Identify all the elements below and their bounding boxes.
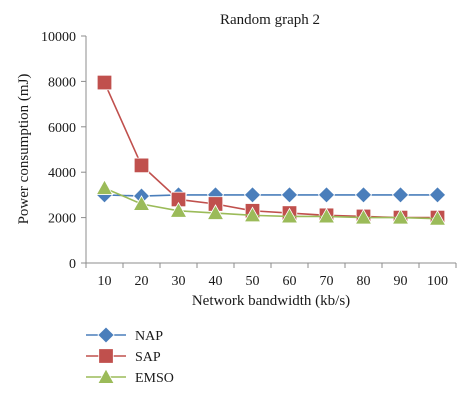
data-point-emso [169,201,188,218]
x-tick-label: 10 [98,274,112,289]
y-tick-label: 4000 [48,166,76,181]
series-line-sap [103,82,438,219]
legend-item-sap: SAP [86,348,161,365]
x-tick-group: 10 20 30 40 50 60 70 80 90 100 [85,263,457,289]
series-sap [96,74,446,226]
x-axis-title: Network bandwidth (kb/s) [192,293,350,309]
data-point-sap [133,157,150,174]
data-point-nap [317,186,336,204]
data-point-emso [243,206,262,223]
data-point-emso [428,209,447,226]
y-axis-title: Power consumption (mJ) [16,74,32,225]
data-point-emso [132,195,151,211]
legend-marker-emso [97,368,115,384]
data-point-emso [391,208,410,225]
data-point-emso [354,208,373,225]
series-emso [95,179,447,226]
data-point-nap [354,186,373,204]
legend-item-emso: EMSO [86,368,174,386]
legend-label-emso: EMSO [135,371,174,386]
legend-marker-sap [98,348,114,364]
x-tick-label: 20 [135,274,149,289]
legend-label-nap: NAP [135,329,163,344]
x-tick-label: 90 [394,274,408,289]
y-tick-label: 6000 [48,121,76,136]
series-layer [95,74,447,226]
data-point-nap [428,186,447,204]
x-tick-label: 50 [246,274,260,289]
series-line-nap [104,194,438,197]
legend-label-sap: SAP [135,350,161,365]
y-tick-label: 2000 [48,212,76,227]
series-nap [95,186,447,205]
y-tick-group: 0 2000 4000 6000 8000 10000 [41,30,86,272]
data-point-nap [391,186,410,204]
x-tick-label: 70 [320,274,334,289]
data-point-emso [280,207,299,224]
x-tick-label: 60 [283,274,297,289]
data-point-nap [280,186,299,204]
legend-marker-nap [97,326,115,344]
y-tick-label: 8000 [48,75,76,90]
x-tick-label: 40 [209,274,223,289]
series-line-emso [104,187,438,220]
data-point-emso [206,204,225,220]
chart-title: Random graph 2 [220,12,320,28]
x-tick-label: 30 [172,274,186,289]
data-point-emso [95,179,114,195]
data-point-sap [96,74,113,91]
y-tick-label: 0 [69,257,76,272]
data-point-nap [243,186,262,204]
x-tick-label: 80 [357,274,371,289]
legend-item-nap: NAP [86,326,163,344]
data-point-emso [317,207,336,224]
y-tick-label: 10000 [41,30,76,45]
x-tick-label: 100 [427,274,448,289]
legend: NAP SAP EMSO [86,326,174,386]
